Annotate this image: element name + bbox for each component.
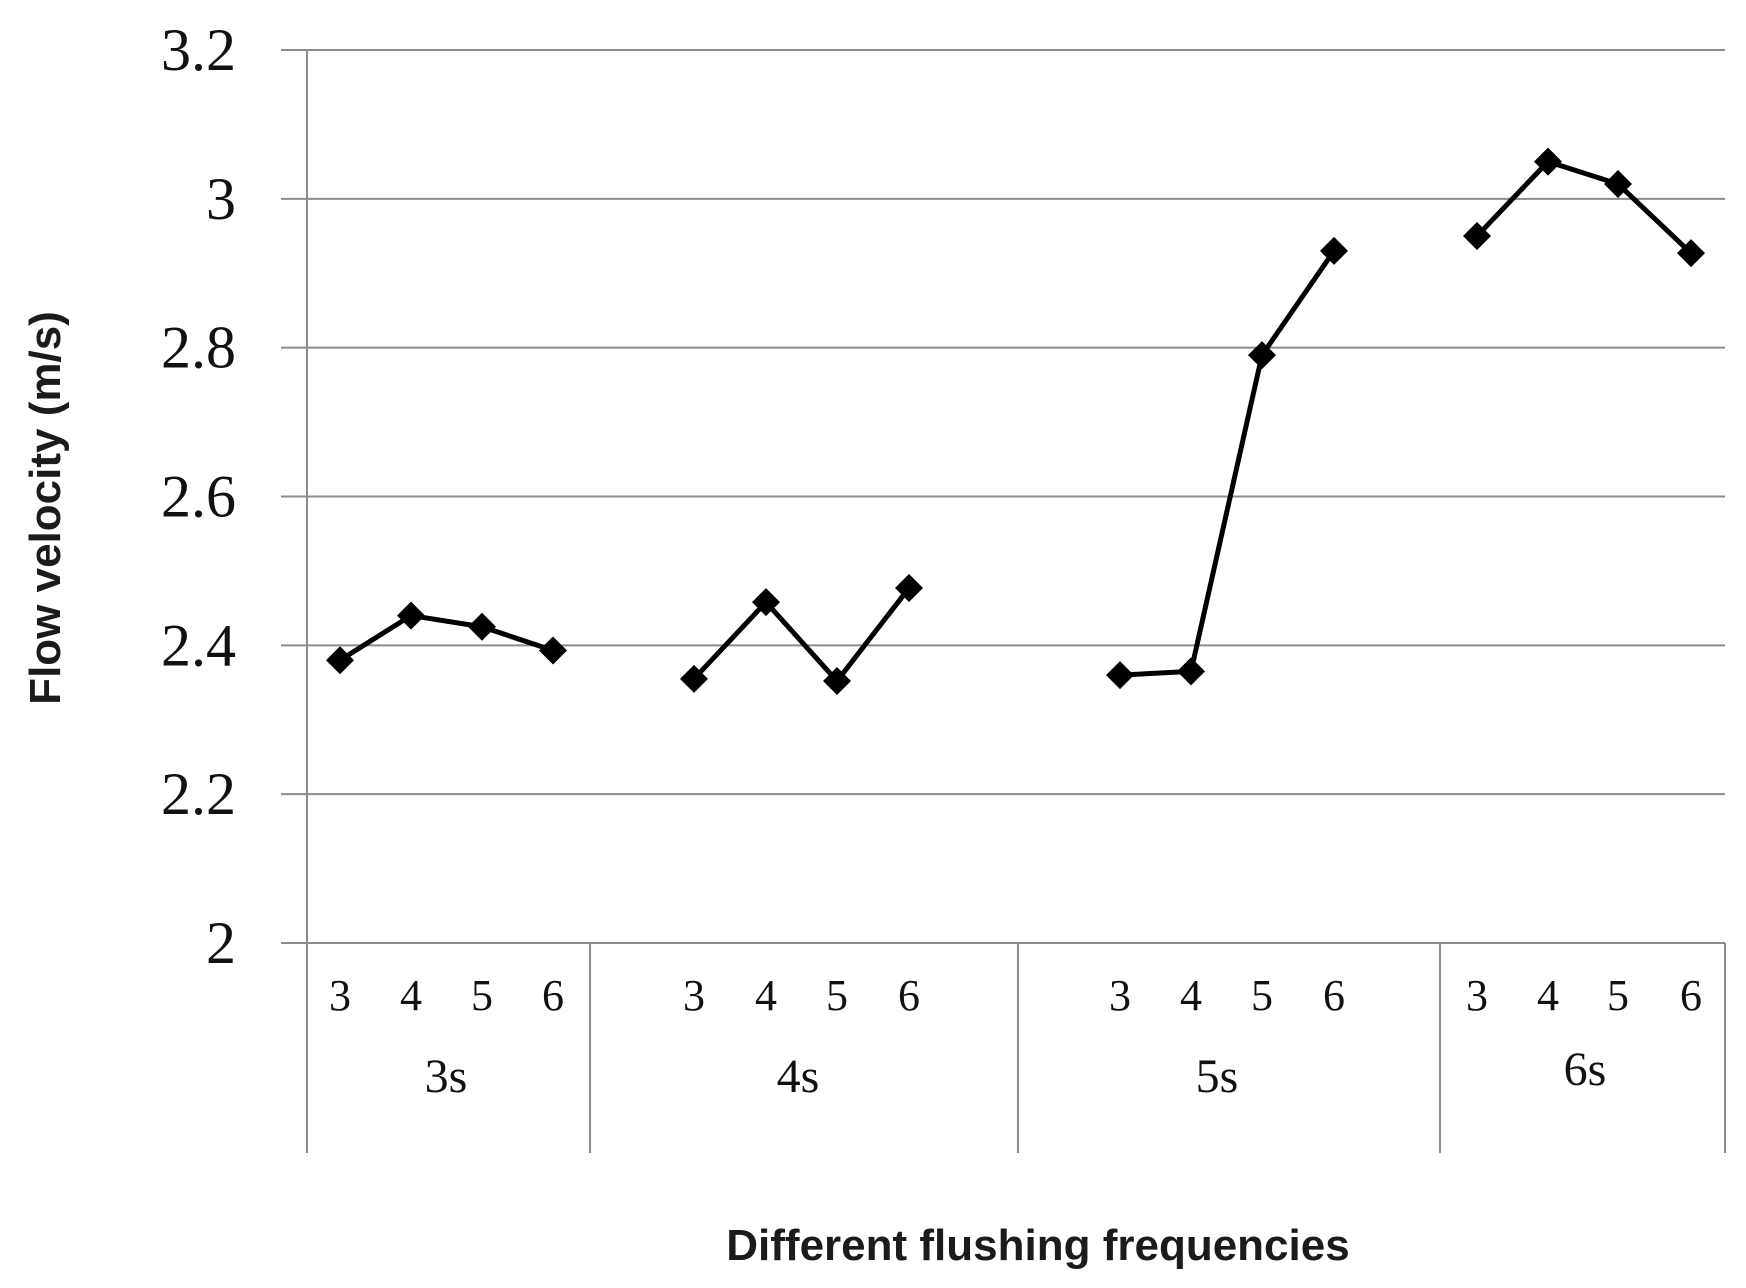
x-tick-label: 4 (755, 971, 777, 1020)
axes (281, 49, 1726, 1153)
x-tick-label: 3 (329, 971, 351, 1020)
series-line-3s (338, 613, 554, 663)
x-tick-label: 6 (1323, 971, 1345, 1020)
y-axis-title: Flow velocity (m/s) (21, 311, 70, 705)
data-point-marker (1320, 236, 1348, 265)
y-tick-label: 2.4 (161, 612, 236, 678)
series-line-6s (1475, 159, 1693, 255)
x-tick-label: 6 (542, 971, 564, 1020)
data-point-marker (539, 636, 567, 665)
y-tick-label: 2 (206, 910, 236, 976)
data-point-marker (1534, 147, 1562, 176)
x-tick-label: 5 (471, 971, 493, 1020)
x-tick-label: 4 (400, 971, 422, 1020)
data-point-marker (680, 664, 708, 693)
y-tick-labels: 2 2.2 2.4 2.6 2.8 3 3.2 (161, 17, 236, 976)
data-point-marker (1248, 341, 1276, 370)
group-label: 3s (425, 1050, 468, 1103)
x-tick-label: 5 (1251, 971, 1273, 1020)
data-point-marker (752, 588, 780, 617)
y-tick-label: 2.2 (161, 761, 236, 827)
data-point-marker (1677, 239, 1705, 268)
x-tick-label: 3 (683, 971, 705, 1020)
data-point-marker (397, 601, 425, 630)
data-point-marker (1463, 222, 1491, 251)
data-point-marker (1177, 657, 1205, 686)
x-tick-label: 6 (898, 971, 920, 1020)
y-tick-label: 3 (206, 166, 236, 232)
x-tick-label: 4 (1537, 971, 1559, 1020)
data-point-marker (1106, 661, 1134, 690)
data-point-marker (823, 667, 851, 696)
y-tick-label: 2.6 (161, 464, 236, 530)
x-tick-label: 5 (826, 971, 848, 1020)
data-point-marker (326, 646, 354, 675)
series-line-5s (1119, 249, 1337, 678)
x-tick-label: 3 (1466, 971, 1488, 1020)
group-label: 5s (1196, 1050, 1239, 1103)
series-line-4s (692, 586, 911, 684)
x-tick-label: 6 (1680, 971, 1702, 1020)
data-series (326, 147, 1705, 696)
y-tick-label: 2.8 (161, 315, 236, 381)
y-tick-label: 3.2 (161, 17, 236, 83)
x-tick-label: 4 (1180, 971, 1202, 1020)
data-point-marker (468, 612, 496, 641)
x-axis-title: Different flushing frequencies (726, 1221, 1349, 1270)
group-label: 4s (777, 1050, 820, 1103)
group-label: 6s (1564, 1043, 1607, 1096)
data-point-marker (895, 574, 923, 603)
x-tick-label: 3 (1109, 971, 1131, 1020)
data-point-marker (1604, 169, 1632, 198)
grid-lines (307, 49, 1725, 796)
x-tick-label: 5 (1607, 971, 1629, 1020)
